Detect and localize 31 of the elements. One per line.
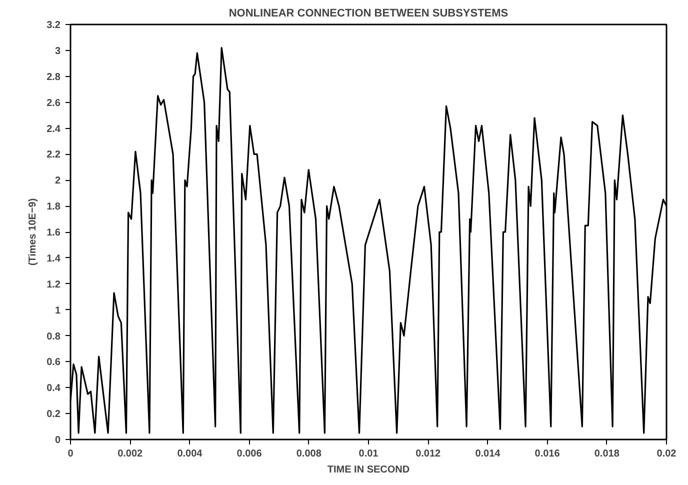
x-axis-title: TIME IN SECOND (327, 464, 410, 476)
x-tick-label: 0.016 (534, 448, 560, 460)
y-tick-label: 1.4 (46, 253, 61, 264)
x-tick-label: 0.004 (177, 448, 203, 460)
y-tick-label: 1.8 (46, 202, 61, 213)
y-tick-label: 0.8 (46, 331, 61, 342)
chart-title: NONLINEAR CONNECTION BETWEEN SUBSYSTEMS (228, 8, 508, 20)
x-tick-label: 0.008 (296, 448, 322, 460)
y-tick-label: 2 (54, 176, 61, 187)
y-tick-label: 3.2 (46, 20, 61, 31)
y-tick-label: 2.4 (46, 124, 61, 135)
y-tick-label: 0.2 (46, 409, 61, 420)
x-tick-label: 0.018 (594, 448, 620, 460)
y-tick-label: 1.6 (46, 228, 61, 238)
y-tick-label: 2.8 (46, 72, 61, 83)
y-tick-label: 2.2 (46, 150, 61, 161)
x-tick-label: 0.012 (416, 448, 442, 460)
x-tick-label: 0.006 (236, 448, 262, 460)
y-tick-label: 2.6 (46, 98, 61, 109)
y-tick-label: 0 (54, 435, 61, 446)
x-tick-label: 0.02 (656, 448, 677, 460)
y-tick-label: 0.4 (46, 383, 61, 394)
y-axis-title: (Times 10E−9) (28, 198, 39, 266)
x-tick-label: 0.01 (358, 448, 379, 460)
y-tick-label: 1 (54, 305, 61, 316)
x-tick-label: 0.002 (118, 448, 144, 460)
x-tick-label: 0 (68, 448, 74, 460)
x-tick-label: 0.014 (475, 448, 501, 460)
y-tick-label: 1.2 (46, 279, 61, 290)
y-tick-label: 3 (54, 46, 61, 57)
y-tick-label: 0.6 (46, 357, 61, 368)
